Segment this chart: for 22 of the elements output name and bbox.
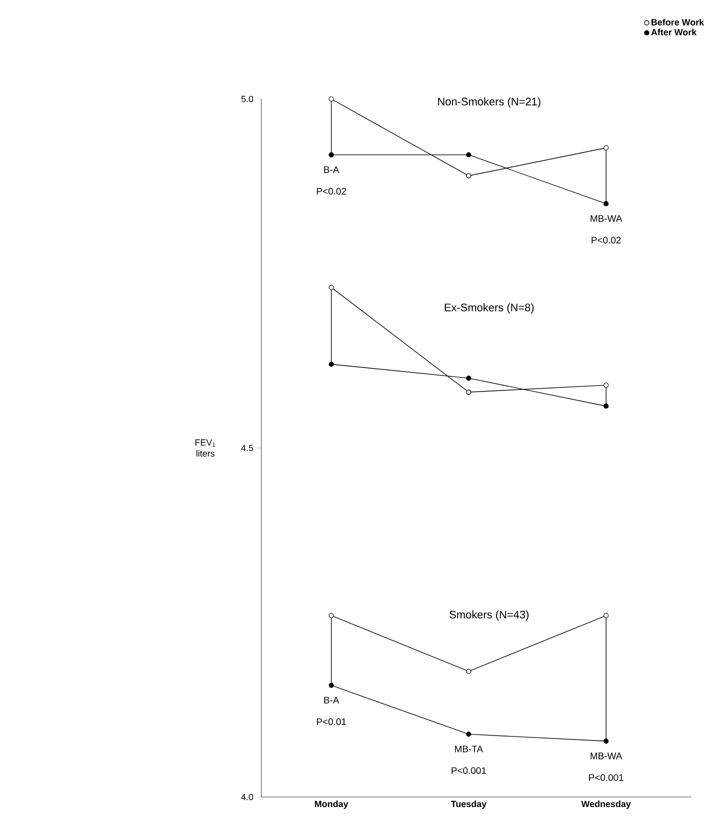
annotation: MB-WA bbox=[590, 215, 622, 222]
annotation: MB-TA bbox=[454, 746, 483, 752]
annotation: B-A bbox=[324, 166, 340, 173]
annotation: Smokers (N=43) bbox=[449, 610, 528, 621]
annotation: P<0.02 bbox=[316, 188, 346, 195]
annotation: B-A bbox=[324, 696, 340, 704]
annotation: P<0.02 bbox=[592, 236, 621, 244]
annotation: P<0.001 bbox=[452, 767, 486, 774]
legend-label: Before Work bbox=[651, 18, 704, 26]
y-tick-label: 4.0 bbox=[241, 794, 254, 800]
annotation: Ex-Smokers (N=8) bbox=[444, 303, 534, 314]
y-axis-title: FEV$_{1}$ liters bbox=[195, 439, 216, 457]
annotation: P<0.01 bbox=[316, 718, 346, 726]
annotation: Non-Smokers (N=21) bbox=[438, 97, 540, 108]
annotation: MB-WA bbox=[590, 752, 622, 760]
legend-label: After Work bbox=[651, 28, 696, 36]
x-tick-label: Tuesday bbox=[450, 800, 486, 809]
annotation: P<0.001 bbox=[588, 774, 624, 781]
y-tick-label: 5.0 bbox=[241, 96, 254, 102]
x-tick-label: Wednesday bbox=[581, 800, 631, 809]
y-tick-label: 4.5 bbox=[241, 444, 253, 452]
x-tick-label: Monday bbox=[314, 800, 348, 809]
